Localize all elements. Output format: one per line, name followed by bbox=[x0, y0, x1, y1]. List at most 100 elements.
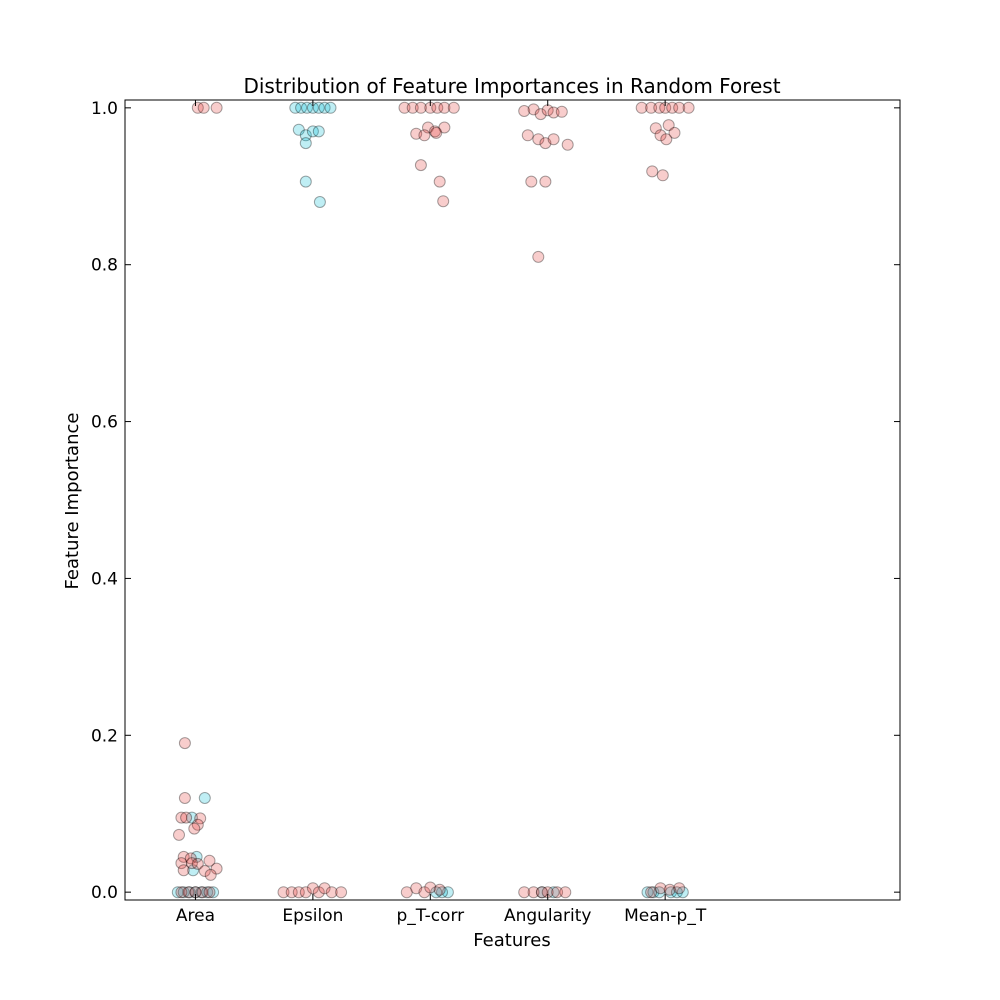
data-point bbox=[656, 169, 669, 182]
data-point bbox=[299, 175, 312, 188]
data-point bbox=[535, 886, 548, 899]
data-point bbox=[539, 175, 552, 188]
data-point bbox=[318, 101, 331, 114]
data-point bbox=[410, 882, 423, 895]
data-point bbox=[663, 883, 676, 896]
data-point bbox=[299, 129, 312, 142]
data-point bbox=[198, 792, 211, 804]
data-point bbox=[180, 811, 193, 824]
data-point bbox=[447, 101, 460, 114]
y-tick-label: 0.0 bbox=[91, 883, 118, 903]
y-tick-label: 0.4 bbox=[91, 569, 118, 589]
data-point bbox=[306, 125, 319, 138]
data-point bbox=[551, 886, 564, 899]
data-point bbox=[527, 886, 540, 899]
data-point bbox=[175, 811, 188, 824]
data-point bbox=[649, 122, 662, 135]
data-point bbox=[535, 886, 548, 899]
data-point bbox=[665, 886, 677, 899]
data-point bbox=[431, 101, 444, 114]
data-point bbox=[441, 886, 454, 899]
data-point bbox=[670, 886, 683, 899]
data-point bbox=[175, 886, 188, 899]
data-point bbox=[534, 108, 547, 121]
data-point bbox=[187, 864, 200, 877]
data-point bbox=[559, 886, 572, 899]
data-point bbox=[177, 886, 190, 899]
data-point bbox=[292, 123, 305, 136]
data-point bbox=[676, 886, 689, 899]
data-point bbox=[539, 137, 552, 150]
data-point bbox=[547, 886, 560, 899]
data-point bbox=[292, 886, 305, 899]
data-point bbox=[436, 886, 448, 899]
data-point bbox=[645, 101, 658, 114]
data-point bbox=[207, 886, 220, 899]
x-tick-label: Epsilon bbox=[282, 906, 343, 926]
x-tick-label: Angularity bbox=[504, 906, 592, 926]
data-point bbox=[433, 175, 446, 188]
data-point bbox=[662, 119, 675, 132]
data-point bbox=[191, 818, 204, 831]
data-point bbox=[182, 886, 195, 899]
data-point bbox=[184, 852, 197, 865]
data-point bbox=[418, 886, 431, 899]
data-point bbox=[647, 886, 660, 899]
data-point bbox=[312, 125, 325, 138]
data-point bbox=[406, 101, 419, 114]
y-axis-label: Feature Importance bbox=[62, 413, 83, 590]
data-point bbox=[194, 812, 207, 825]
data-point bbox=[437, 195, 450, 208]
data-point bbox=[185, 811, 198, 824]
data-point bbox=[190, 850, 203, 863]
data-point bbox=[532, 250, 545, 263]
data-point bbox=[312, 101, 325, 114]
data-point bbox=[682, 101, 695, 114]
x-tick-label: Area bbox=[176, 906, 215, 926]
data-point bbox=[289, 101, 302, 114]
data-point bbox=[673, 101, 686, 114]
data-point bbox=[318, 882, 331, 895]
data-point bbox=[414, 101, 427, 114]
data-point bbox=[635, 101, 648, 114]
data-point bbox=[312, 886, 325, 899]
plot-frame bbox=[124, 99, 901, 901]
data-point bbox=[197, 101, 210, 114]
data-point bbox=[525, 175, 538, 188]
x-tick-label: Mean-p_T bbox=[624, 906, 707, 926]
data-point bbox=[547, 106, 560, 119]
data-point bbox=[195, 886, 208, 899]
data-point bbox=[561, 138, 574, 151]
data-point bbox=[201, 886, 214, 899]
data-point bbox=[301, 101, 313, 114]
data-point bbox=[414, 159, 427, 172]
data-point bbox=[653, 101, 666, 114]
data-point bbox=[196, 886, 209, 899]
data-point bbox=[430, 126, 443, 139]
data-point bbox=[422, 121, 434, 134]
data-point bbox=[171, 886, 184, 899]
data-point bbox=[178, 737, 191, 750]
y-tick-label: 0.6 bbox=[91, 413, 118, 433]
x-tick-label: p_T-corr bbox=[396, 906, 464, 926]
data-point bbox=[438, 121, 451, 134]
y-tick-label: 0.2 bbox=[91, 726, 118, 746]
data-point bbox=[521, 129, 534, 142]
data-point bbox=[183, 886, 196, 899]
data-point bbox=[555, 105, 568, 118]
data-point bbox=[653, 886, 666, 899]
data-point bbox=[325, 886, 338, 899]
data-point bbox=[277, 886, 290, 899]
data-point bbox=[398, 101, 411, 114]
data-point bbox=[433, 883, 446, 896]
data-point bbox=[424, 881, 437, 894]
data-point bbox=[178, 792, 191, 804]
ticks-layer: 0.0 0.2 0.4 0.6 0.8 1.0 Area Epsilon p_T-corr Ang… bbox=[91, 99, 900, 926]
data-point bbox=[295, 101, 308, 114]
data-point bbox=[668, 126, 681, 139]
data-point bbox=[673, 882, 686, 895]
data-point bbox=[429, 125, 441, 138]
data-point bbox=[527, 103, 540, 116]
data-point bbox=[306, 882, 319, 895]
data-point bbox=[173, 828, 185, 841]
